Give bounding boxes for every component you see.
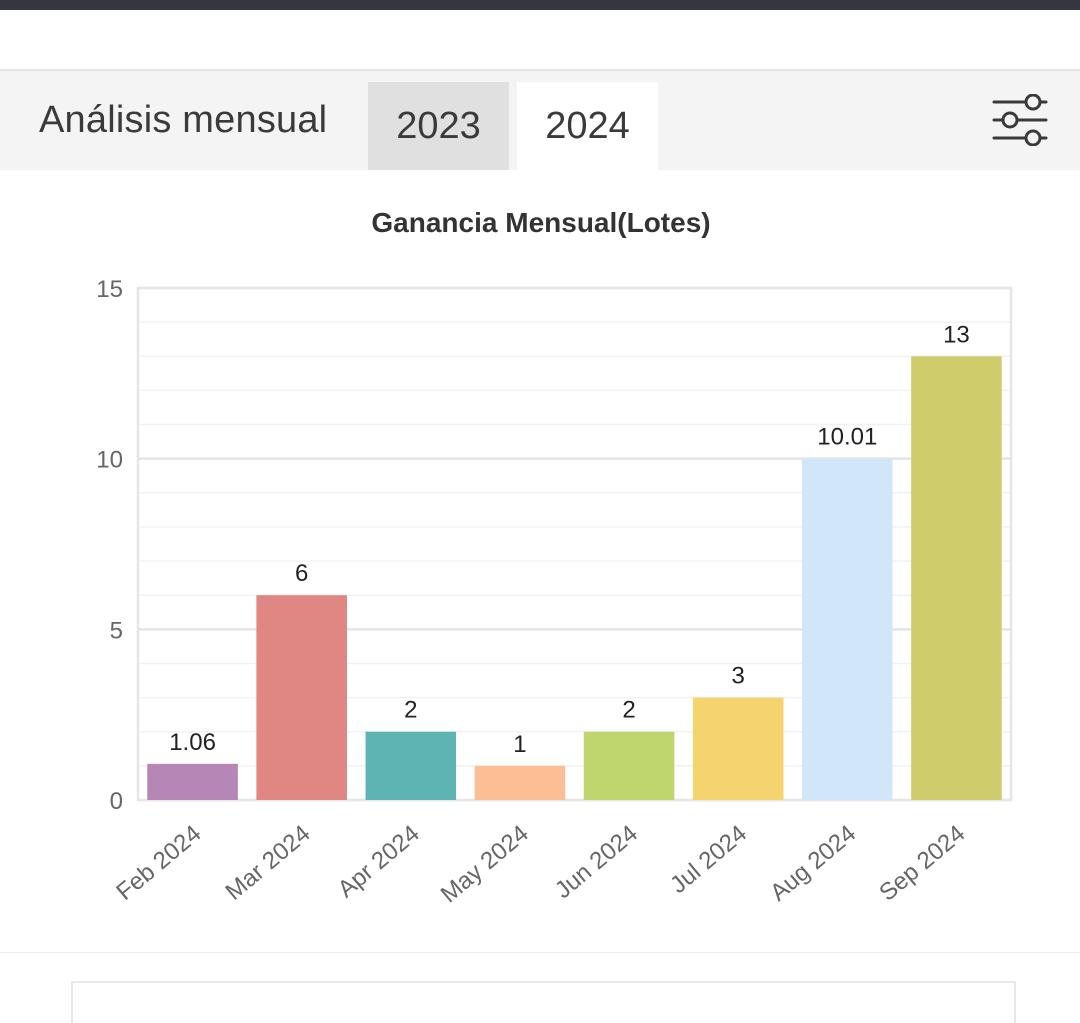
filter-button[interactable] xyxy=(990,93,1050,147)
x-tick-label: Jun 2024 xyxy=(550,820,643,904)
x-tick-label: Mar 2024 xyxy=(221,820,316,906)
x-tick-label: Sep 2024 xyxy=(874,820,970,907)
y-tick-label: 15 xyxy=(96,276,123,303)
x-tick-label: Jul 2024 xyxy=(665,820,752,899)
x-tick-label: Apr 2024 xyxy=(333,820,425,903)
top-spacer xyxy=(0,10,1080,71)
chart-container: Ganancia Mensual(Lotes) 0 5 10 15 Feb 2024 Ma… xyxy=(0,170,1080,950)
analysis-header: Análisis mensual 2023 2024 xyxy=(0,71,1080,170)
x-tick-label: Feb 2024 xyxy=(111,820,206,906)
bar-value-label: 3 xyxy=(732,663,745,690)
bar-value-label: 2 xyxy=(404,697,417,724)
bar-jul-2024 xyxy=(692,697,784,800)
tab-2024[interactable]: 2024 xyxy=(517,82,658,170)
bar-value-label: 2 xyxy=(622,697,635,724)
bar-value-label: 13 xyxy=(943,321,970,348)
bar-sep-2024 xyxy=(911,356,1002,800)
bar-mar-2024 xyxy=(256,595,347,800)
bar-feb-2024 xyxy=(147,763,238,800)
bar-apr-2024 xyxy=(365,731,457,800)
x-tick-label: Aug 2024 xyxy=(765,820,861,907)
chart-title: Ganancia Mensual(Lotes) xyxy=(371,207,710,238)
bar-aug-2024 xyxy=(802,458,893,800)
bottom-card xyxy=(0,952,1080,1023)
bar-jun-2024 xyxy=(583,731,675,800)
bar-value-label: 1.06 xyxy=(169,729,216,756)
bar-value-label: 1 xyxy=(513,731,526,758)
bar-value-label: 6 xyxy=(295,560,308,587)
x-tick-label: May 2024 xyxy=(436,820,534,908)
tab-2023[interactable]: 2023 xyxy=(368,82,509,170)
sliders-icon xyxy=(992,93,1048,147)
bottom-panel xyxy=(71,981,1016,1023)
y-tick-label: 10 xyxy=(96,447,123,474)
plot-frame xyxy=(136,286,1013,802)
window-top-bar xyxy=(0,0,1080,10)
bar-may-2024 xyxy=(474,765,566,800)
y-tick-label: 5 xyxy=(110,617,123,644)
divider xyxy=(0,952,1080,953)
page-title: Análisis mensual xyxy=(39,99,328,141)
y-tick-label: 0 xyxy=(110,788,123,815)
bar-value-label: 10.01 xyxy=(817,423,877,450)
